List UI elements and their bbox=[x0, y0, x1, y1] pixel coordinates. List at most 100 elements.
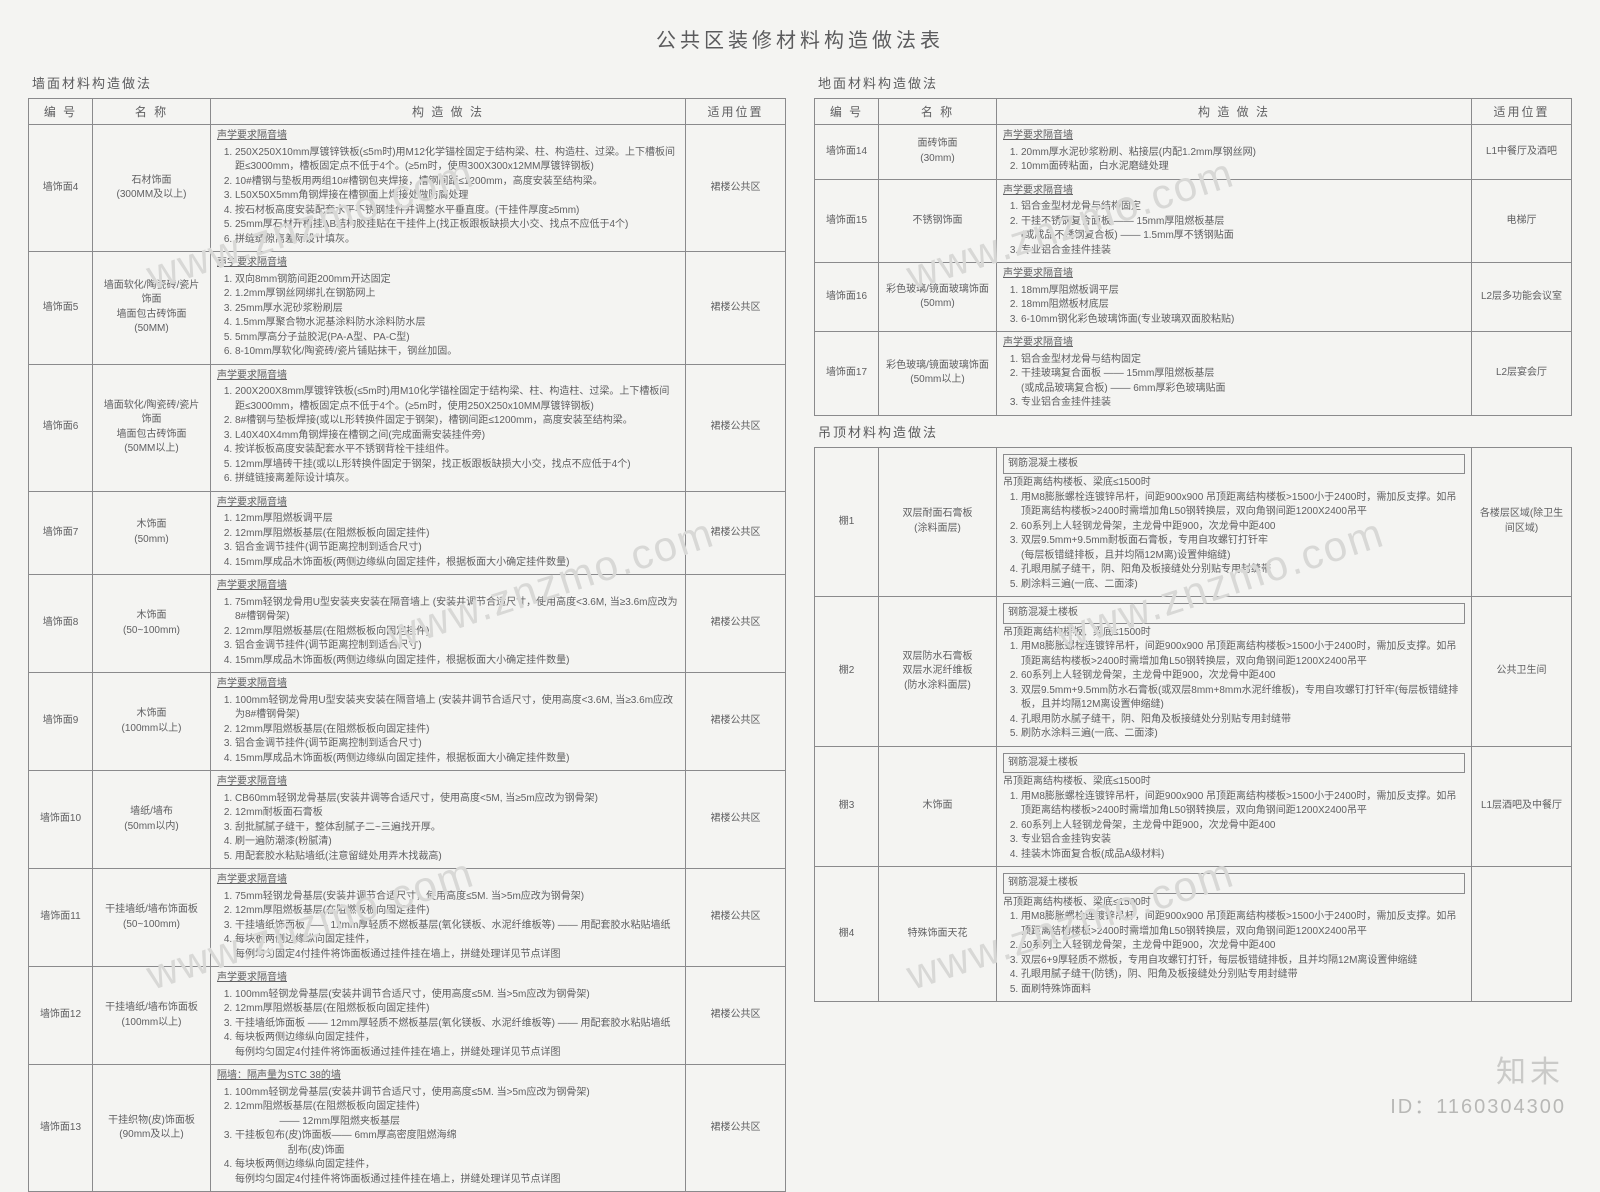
cell-loc: 裙楼公共区 bbox=[686, 575, 786, 673]
table-row: 墙饰面8木饰面 (50~100mm)声学要求隔音墙75mm轻钢龙骨用U型安装夹安… bbox=[29, 575, 786, 673]
method-step: 10#槽钢与垫板用两组10#槽钢包夹焊接，槽钢间距≤1200mm，高度安装至结构… bbox=[235, 175, 679, 190]
table-row: 墙饰面16彩色玻璃/镜面玻璃饰面 (50mm)声学要求隔音墙18mm厚阻燃板调平… bbox=[815, 263, 1572, 332]
section-title-ceiling: 吊顶材料构造做法 bbox=[814, 416, 1572, 447]
method-step: 刮批腻腻子缝干，整体刮腻子二~三遍找开厚。 bbox=[235, 821, 679, 836]
cell-loc: L1层酒吧及中餐厅 bbox=[1472, 746, 1572, 867]
th-num: 编 号 bbox=[815, 99, 879, 125]
method-title: 声学要求隔音墙 bbox=[1003, 336, 1465, 351]
cell-method: 声学要求隔音墙100mm轻钢龙骨用U型安装夹安装在隔音墙上 (安装井调节合适尺寸… bbox=[211, 673, 686, 771]
method-step: 铝合金调节挂件(调节距离控制到适合尺寸) bbox=[235, 639, 679, 654]
table-row: 墙饰面12干挂墙纸/墙布饰面板 (100mm以上)声学要求隔音墙100mm轻钢龙… bbox=[29, 967, 786, 1065]
method-step: 15mm厚成品木饰面板(两侧边缘纵向固定挂件，根据板面大小确定挂件数量) bbox=[235, 654, 679, 669]
method-steps: 100mm轻钢龙骨用U型安装夹安装在隔音墙上 (安装井调节合适尺寸，使用高度<3… bbox=[221, 694, 679, 767]
cell-method: 钢筋混凝土楼板吊顶距离结构楼板、梁底≤1500时用M8膨胀螺栓连镀锌吊杆，间距9… bbox=[997, 867, 1472, 1002]
method-step: 干挂板包布(皮)饰面板—— 6mm厚高密度阻燃海绵 刮布(皮)饰面 bbox=[235, 1129, 679, 1158]
cell-name: 面砖饰面 (30mm) bbox=[879, 125, 997, 180]
table-row: 墙饰面6墙面软化/陶瓷砖/瓷片饰面 墙面包古砖饰面 (50MM以上)声学要求隔音… bbox=[29, 364, 786, 491]
method-step: 6-10mm钢化彩色玻璃饰面(专业玻璃双面胶粘贴) bbox=[1021, 313, 1465, 328]
cell-name: 木饰面 (50~100mm) bbox=[93, 575, 211, 673]
cell-loc: 裙楼公共区 bbox=[686, 491, 786, 575]
cell-name: 墙纸/墙布 (50mm以内) bbox=[93, 771, 211, 869]
method-steps: 12mm厚阻燃板调平层12mm厚阻燃板基层(在阻燃板板向固定挂件)铝合金调节挂件… bbox=[221, 512, 679, 570]
table-row: 棚3木饰面钢筋混凝土楼板吊顶距离结构楼板、梁底≤1500时用M8膨胀螺栓连镀锌吊… bbox=[815, 746, 1572, 867]
table-row: 墙饰面11干挂墙纸/墙布饰面板 (50~100mm)声学要求隔音墙75mm轻钢龙… bbox=[29, 869, 786, 967]
cell-loc bbox=[1472, 867, 1572, 1002]
cell-method: 声学要求隔音墙18mm厚阻燃板调平层18mm阻燃板材底层6-10mm钢化彩色玻璃… bbox=[997, 263, 1472, 332]
method-title: 声学要求隔音墙 bbox=[217, 971, 679, 986]
method-step: 孔眼用防水腻子缝干，阴、阳角及板接缝处分别贴专用封缝带 bbox=[1021, 713, 1465, 728]
cell-loc: 公共卫生间 bbox=[1472, 597, 1572, 747]
cell-loc: 裙楼公共区 bbox=[686, 1065, 786, 1192]
method-step: 刷一遍防潮漆(粉腻清) bbox=[235, 835, 679, 850]
cell-name: 不锈钢饰面 bbox=[879, 179, 997, 263]
method-title: 声学要求隔音墙 bbox=[217, 873, 679, 888]
method-title: 声学要求隔音墙 bbox=[217, 256, 679, 271]
method-step: 60系列上人轻钢龙骨架，主龙骨中距900，次龙骨中距400 bbox=[1021, 669, 1465, 684]
method-step: 拼缝缝隙离差际设计填灰。 bbox=[235, 233, 679, 248]
method-step: 铝合金调节挂件(调节距离控制到适合尺寸) bbox=[235, 541, 679, 556]
cell-loc: 电梯厅 bbox=[1472, 179, 1572, 263]
method-steps: 18mm厚阻燃板调平层18mm阻燃板材底层6-10mm钢化彩色玻璃饰面(专业玻璃… bbox=[1007, 284, 1465, 328]
cell-num: 墙饰面5 bbox=[29, 252, 93, 365]
method-step: 12mm阻燃板基层(在阻燃板板向固定挂件) —— 12mm厚阻燃夹板基层 bbox=[235, 1100, 679, 1129]
method-box: 钢筋混凝土楼板 bbox=[1003, 873, 1465, 894]
table-row: 墙饰面14面砖饰面 (30mm)声学要求隔音墙20mm厚水泥砂浆粉刷、粘接层(内… bbox=[815, 125, 1572, 180]
method-step: 专业铝合金挂件挂装 bbox=[1021, 396, 1465, 411]
cell-name: 干挂织物(皮)饰面板 (90mm及以上) bbox=[93, 1065, 211, 1192]
method-step: 250X250X10mm厚镀锌铁板(≤5m时)用M12化学锚栓固定于结构梁、柱、… bbox=[235, 146, 679, 175]
method-step: 刷涂料三遍(一底、二面漆) bbox=[1021, 578, 1465, 593]
method-step: 1.5mm厚聚合物水泥基涂料防水涂料防水层 bbox=[235, 316, 679, 331]
method-step: 20mm厚水泥砂浆粉刷、粘接层(内配1.2mm厚钢丝网) bbox=[1021, 146, 1465, 161]
method-steps: 250X250X10mm厚镀锌铁板(≤5m时)用M12化学锚栓固定于结构梁、柱、… bbox=[221, 146, 679, 248]
table-row: 墙饰面10墙纸/墙布 (50mm以内)声学要求隔音墙CB60mm轻钢龙骨基层(安… bbox=[29, 771, 786, 869]
cell-num: 墙饰面6 bbox=[29, 364, 93, 491]
cell-num: 墙饰面4 bbox=[29, 125, 93, 252]
cell-method: 声学要求隔音墙75mm轻钢龙骨基层(安装井调节合适尺寸，使用高度≤5M. 当>5… bbox=[211, 869, 686, 967]
cell-num: 棚2 bbox=[815, 597, 879, 747]
th-loc: 适用位置 bbox=[686, 99, 786, 125]
method-steps: 200X200X8mm厚镀锌铁板(≤5m时)用M10化学锚栓固定于结构梁、柱、构… bbox=[221, 385, 679, 487]
cell-name: 木饰面 (50mm) bbox=[93, 491, 211, 575]
cell-name: 木饰面 (100mm以上) bbox=[93, 673, 211, 771]
cell-name: 彩色玻璃/镜面玻璃饰面 (50mm) bbox=[879, 263, 997, 332]
method-step: 8-10mm厚软化/陶瓷砖/瓷片铺贴抹干，钢丝加固。 bbox=[235, 345, 679, 360]
method-step: 12mm厚阻燃板调平层 bbox=[235, 512, 679, 527]
method-step: L50X50X5mm角钢焊接在槽钢面上焊接处做防腐处理 bbox=[235, 189, 679, 204]
method-box: 钢筋混凝土楼板 bbox=[1003, 454, 1465, 475]
table-row: 墙饰面15不锈钢饰面声学要求隔音墙铝合金型材龙骨与结构固定干挂不锈钢复合面板 —… bbox=[815, 179, 1572, 263]
method-step: 按详板板高度安装配套水平不锈钢背栓干挂组件。 bbox=[235, 443, 679, 458]
method-step: 12mm厚阻燃板基层(在阻燃板板向固定挂件) bbox=[235, 625, 679, 640]
right-column: 地面材料构造做法 编 号 名 称 构 造 做 法 适用位置 墙饰面14面砖饰面 … bbox=[814, 67, 1572, 1192]
footer-logo: 知末 bbox=[1496, 1047, 1564, 1091]
cell-loc: 裙楼公共区 bbox=[686, 364, 786, 491]
method-step: 专业铝合金挂件挂装 bbox=[1021, 244, 1465, 259]
method-steps: 75mm轻钢龙骨用U型安装夹安装在隔音墙上 (安装井调节合适尺寸，使用高度<3.… bbox=[221, 596, 679, 669]
method-steps: 铝合金型材龙骨与结构固定干挂玻璃复合面板 —— 15mm厚阻燃板基层 (或成品玻… bbox=[1007, 353, 1465, 411]
method-step: 12mm厚阻燃板基层(在阻燃板板向固定挂件) bbox=[235, 527, 679, 542]
cell-method: 钢筋混凝土楼板吊顶距离结构楼板、梁底≤1500时用M8膨胀螺栓连镀锌吊杆，间距9… bbox=[997, 597, 1472, 747]
cell-method: 钢筋混凝土楼板吊顶距离结构楼板、梁底≤1500时用M8膨胀螺栓连镀锌吊杆，间距9… bbox=[997, 447, 1472, 597]
cell-num: 墙饰面10 bbox=[29, 771, 93, 869]
cell-name: 墙面软化/陶瓷砖/瓷片饰面 墙面包古砖饰面 (50MM) bbox=[93, 252, 211, 365]
cell-loc: 裙楼公共区 bbox=[686, 869, 786, 967]
method-step: 15mm厚成品木饰面板(两侧边缘纵向固定挂件，根据板面大小确定挂件数量) bbox=[235, 752, 679, 767]
cell-method: 声学要求隔音墙75mm轻钢龙骨用U型安装夹安装在隔音墙上 (安装井调节合适尺寸，… bbox=[211, 575, 686, 673]
section-title-floor: 地面材料构造做法 bbox=[814, 67, 1572, 98]
method-title: 隔墙：隔声量为STC 38的墙 bbox=[217, 1069, 679, 1084]
cell-method: 声学要求隔音墙铝合金型材龙骨与结构固定干挂玻璃复合面板 —— 15mm厚阻燃板基… bbox=[997, 332, 1472, 416]
cell-loc: L1中餐厅及酒吧 bbox=[1472, 125, 1572, 180]
cell-name: 双层防水石膏板 双层水泥纤维板 (防水涂料面层) bbox=[879, 597, 997, 747]
method-step: 用M8膨胀螺栓连镀锌吊杆，间距900x900 吊顶距离结构楼板>1500小于24… bbox=[1021, 790, 1465, 819]
cell-method: 声学要求隔音墙100mm轻钢龙骨基层(安装井调节合适尺寸，使用高度≤5M. 当>… bbox=[211, 967, 686, 1065]
method-step: 干挂墙纸饰面板 —— 12mm厚轻质不燃板基层(氧化镁板、水泥纤维板等) —— … bbox=[235, 1017, 679, 1032]
method-title: 声学要求隔音墙 bbox=[1003, 129, 1465, 144]
cell-method: 隔墙：隔声量为STC 38的墙100mm轻钢龙骨基层(安装井调节合适尺寸，使用高… bbox=[211, 1065, 686, 1192]
cell-method: 声学要求隔音墙CB60mm轻钢龙骨基层(安装井调等合适尺寸，使用高度<5M, 当… bbox=[211, 771, 686, 869]
cell-loc: 裙楼公共区 bbox=[686, 967, 786, 1065]
cell-num: 墙饰面15 bbox=[815, 179, 879, 263]
method-step: 8#槽钢与垫板焊接(或以L形转换件固定于钢架)，槽钢间距≤1200mm，高度安装… bbox=[235, 414, 679, 429]
method-step: 专业铝合金挂钩安装 bbox=[1021, 833, 1465, 848]
method-step: 12mm耐板面石膏板 bbox=[235, 806, 679, 821]
method-step: 双层9.5mm+9.5mm耐板面石膏板，专用自攻螺钉打钎牢 (每层板错缝排板，且… bbox=[1021, 534, 1465, 563]
method-step: 用M8膨胀螺栓连镀锌吊杆，间距900x900 吊顶距离结构楼板>1500小于24… bbox=[1021, 491, 1465, 520]
